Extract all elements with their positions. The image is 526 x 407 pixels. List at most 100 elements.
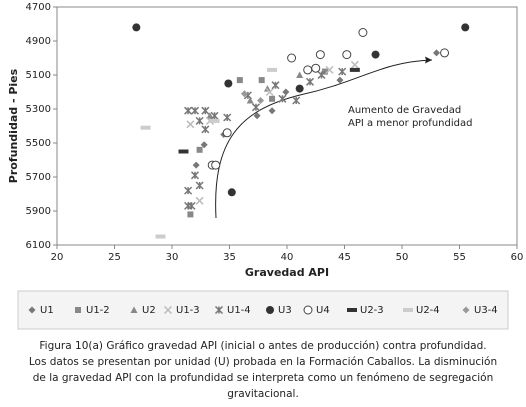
point [296,71,304,78]
point [265,87,274,97]
point [224,79,233,88]
point [187,211,194,218]
point [178,149,189,154]
x-tick-label: 20 [51,252,64,263]
point [267,67,278,72]
legend-box [17,290,509,330]
legend-marker [403,308,413,312]
point [246,97,254,104]
point [184,106,193,115]
point [317,70,326,80]
point [195,181,204,190]
y-axis-title: Profundidad - Pies [7,68,20,183]
point [311,63,321,73]
y-tick-label: 5500 [26,138,51,149]
point [186,120,195,129]
legend-label: U3 [278,305,292,316]
y-tick-label: 4700 [26,2,51,13]
point [338,67,347,76]
y-tick-label: 5700 [26,172,51,183]
legend-marker [214,305,224,315]
point [287,53,297,63]
legend-marker [28,306,36,314]
point [336,76,344,84]
point [251,103,260,112]
point [263,85,271,92]
point [223,113,232,122]
point [440,48,450,58]
caption-line: de la gravedad API con la profundidad se… [33,372,494,384]
point [325,65,334,74]
x-tick-label: 25 [108,252,121,263]
caption-line: Figura 10(a) Gráfico gravedad API (inici… [39,340,486,352]
point [257,97,265,104]
trend-arrow [215,59,433,219]
legend-marker [462,306,470,314]
point [132,23,141,32]
point [190,171,200,180]
point [140,125,151,130]
point [342,50,352,60]
legend-marker [266,306,274,314]
legend-label: U3-4 [474,305,498,316]
point [278,94,287,103]
point [461,23,470,32]
point [192,161,200,169]
point [282,88,290,96]
point [187,201,196,210]
point [305,77,315,86]
point [206,112,214,119]
point [240,90,248,98]
point [190,106,200,115]
legend-label: U2 [142,305,156,316]
point [210,111,219,120]
point [315,50,325,60]
x-axis-title: Gravedad API [245,266,329,279]
annotation: Aumento de Gravedad [348,105,461,116]
legend-label: U4 [316,305,330,316]
legend-label: U1-4 [227,305,251,316]
point [358,28,368,37]
point [201,106,210,115]
x-tick-label: 30 [166,252,179,263]
point [184,186,193,195]
point [269,95,276,102]
legend-marker [303,305,313,315]
point [200,141,208,149]
x-tick-label: 40 [281,252,294,263]
x-tick-label: 35 [223,252,236,263]
point [196,146,203,153]
point [209,118,220,123]
point [258,77,265,84]
caption-line: gravitacional. [227,388,299,400]
point [211,160,221,170]
point [350,60,359,69]
y-tick-label: 4900 [26,36,51,47]
point [349,67,360,72]
legend-marker [347,308,357,312]
point [236,77,243,84]
point [292,96,301,105]
point [195,116,204,125]
legend-marker [75,307,81,313]
point [271,81,280,90]
legend-label: U1-3 [176,305,200,316]
caption-line: Los datos se presentan por unidad (U) pr… [29,356,497,368]
legend-label: U2-4 [416,305,440,316]
x-tick-label: 45 [338,252,351,263]
x-tick-label: 55 [453,252,466,263]
point [155,234,166,239]
x-tick-label: 60 [511,252,524,263]
annotation: API a menor profundidad [348,118,472,129]
y-tick-label: 6100 [26,240,51,251]
arrow-head [425,56,432,64]
point [253,112,261,120]
point [295,84,304,93]
legend-marker [130,306,138,313]
point [227,188,236,197]
point [201,125,210,134]
x-tick-label: 50 [396,252,409,263]
legend-marker [163,305,173,315]
point [433,49,440,57]
